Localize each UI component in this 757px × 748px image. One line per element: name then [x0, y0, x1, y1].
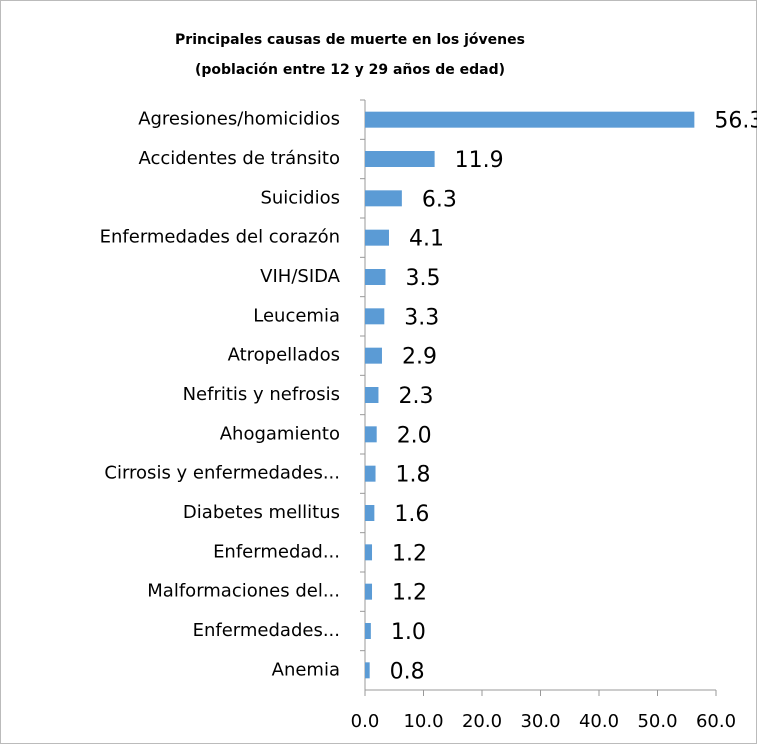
bar — [365, 269, 386, 285]
value-label: 0.8 — [390, 659, 425, 684]
y-tick-label: Malformaciones del... — [147, 581, 340, 602]
value-label: 4.1 — [409, 227, 444, 252]
value-label: 2.9 — [402, 345, 437, 370]
value-label: 2.3 — [398, 384, 433, 409]
y-tick-label: Cirrosis y enfermedades... — [104, 463, 340, 484]
y-tick-label: VIH/SIDA — [260, 266, 341, 287]
y-tick-label: Nefritis y nefrosis — [183, 384, 340, 405]
bar — [365, 387, 379, 403]
bar — [365, 583, 373, 600]
y-tick-label: Enfermedades... — [193, 620, 340, 641]
x-tick-label: 60.0 — [696, 711, 736, 732]
value-label: 2.0 — [397, 423, 432, 448]
y-tick-label: Diabetes mellitus — [183, 502, 340, 523]
y-tick-label: Ahogamiento — [220, 423, 340, 444]
bar — [365, 229, 389, 246]
bar — [365, 111, 695, 128]
value-label: 1.0 — [391, 620, 426, 645]
bar — [365, 308, 385, 325]
value-label: 1.8 — [396, 463, 431, 488]
value-label: 3.3 — [404, 305, 439, 330]
y-tick-label: Agresiones/homicidios — [138, 109, 340, 130]
value-label: 1.2 — [392, 581, 427, 606]
x-tick-label: 0.0 — [351, 711, 380, 732]
value-label: 1.6 — [394, 502, 429, 527]
value-label: 3.5 — [405, 266, 440, 291]
y-tick-label: Atropellados — [228, 345, 340, 366]
chart-title: Principales causas de muerte en los jóve… — [175, 32, 525, 48]
x-tick-label: 50.0 — [637, 711, 677, 732]
value-label: 56.3 — [714, 109, 757, 134]
bar — [365, 505, 375, 521]
bar — [365, 151, 435, 167]
bar — [365, 662, 370, 679]
value-label: 6.3 — [422, 187, 457, 212]
bar — [365, 465, 376, 482]
y-tick-label: Anemia — [272, 659, 340, 680]
chart-subtitle: (población entre 12 y 29 años de edad) — [195, 62, 505, 78]
x-tick-label: 20.0 — [462, 711, 502, 732]
bar — [365, 623, 371, 639]
x-tick-label: 40.0 — [579, 711, 619, 732]
value-label: 1.2 — [392, 541, 427, 566]
x-tick-label: 10.0 — [403, 711, 443, 732]
bar — [365, 544, 373, 561]
x-tick-label: 30.0 — [520, 711, 560, 732]
y-tick-label: Enfermedades del corazón — [100, 227, 340, 248]
y-tick-label: Enfermedad... — [213, 541, 340, 562]
y-tick-label: Leucemia — [253, 305, 340, 326]
y-tick-label: Accidentes de tránsito — [139, 148, 341, 169]
value-label: 11.9 — [455, 148, 504, 173]
bar — [365, 426, 377, 443]
bar — [365, 347, 382, 364]
y-tick-label: Suicidios — [260, 187, 340, 208]
bar — [365, 190, 402, 207]
